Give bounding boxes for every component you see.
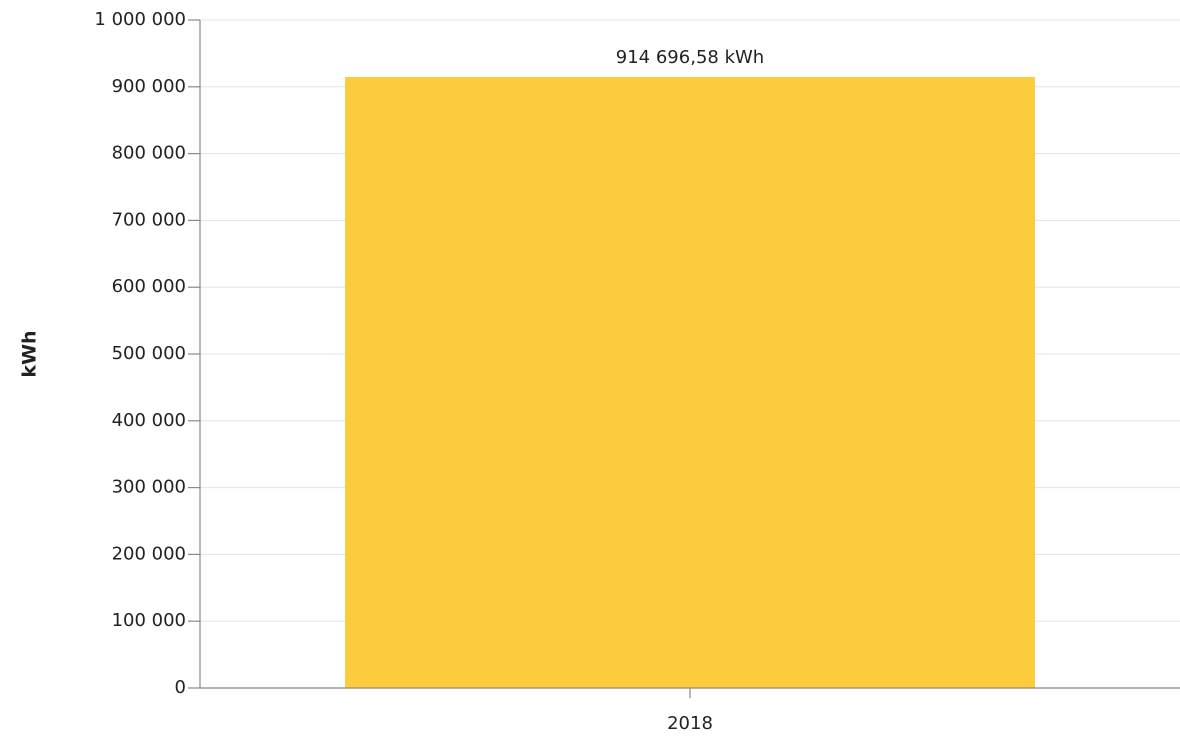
y-tick-label: 1 000 000 <box>94 9 186 30</box>
y-tick-label: 700 000 <box>112 209 186 230</box>
y-tick-label: 0 <box>175 677 186 698</box>
y-tick-label: 800 000 <box>112 143 186 164</box>
bar <box>345 76 1035 689</box>
y-axis-label: kWh <box>19 330 41 377</box>
y-tick-label: 300 000 <box>112 477 186 498</box>
x-tick-label: 2018 <box>667 713 713 734</box>
y-tick-label: 600 000 <box>112 276 186 297</box>
y-tick-label: 500 000 <box>112 343 186 364</box>
y-tick-label: 900 000 <box>112 76 186 97</box>
value-label: 914 696,58 kWh <box>616 47 764 68</box>
y-tick-label: 100 000 <box>112 610 186 631</box>
y-tick-label: 200 000 <box>112 543 186 564</box>
y-tick-label: 400 000 <box>112 410 186 431</box>
